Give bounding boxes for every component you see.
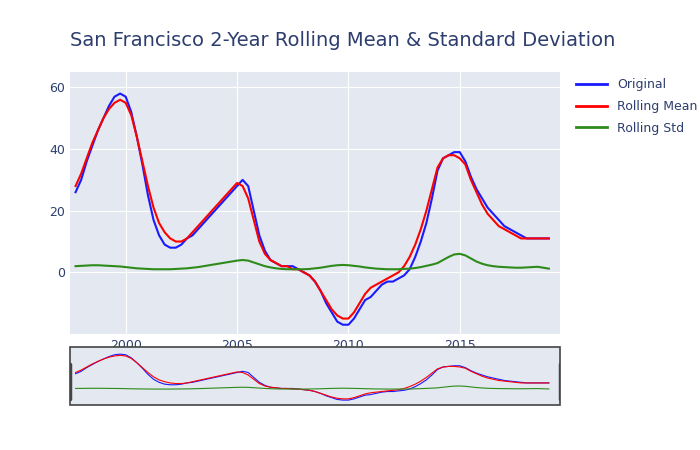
Original [545, 236, 553, 241]
Rolling Std [94, 262, 102, 268]
Rolling Std [71, 263, 80, 269]
Line: Rolling Mean: Rolling Mean [76, 100, 549, 319]
Rolling Mean [83, 156, 91, 161]
Original [444, 153, 453, 158]
Rolling Mean [71, 183, 80, 189]
Line: Rolling Std: Rolling Std [76, 254, 549, 269]
Original [116, 91, 125, 96]
Rolling Mean [116, 97, 125, 103]
Rolling Std [149, 266, 158, 272]
Text: San Francisco 2-Year Rolling Mean & Standard Deviation: San Francisco 2-Year Rolling Mean & Stan… [70, 32, 615, 50]
Original [339, 322, 347, 328]
Rolling Mean [339, 316, 347, 321]
Legend: Original, Rolling Mean, Rolling Std: Original, Rolling Mean, Rolling Std [576, 78, 698, 135]
Original [83, 159, 91, 164]
Original [94, 128, 102, 133]
Rolling Mean [545, 236, 553, 241]
Original [305, 273, 314, 278]
Line: Original: Original [76, 94, 549, 325]
Rolling Mean [305, 273, 314, 278]
Rolling Std [305, 266, 314, 272]
Original [127, 109, 136, 115]
Rolling Mean [484, 211, 492, 216]
Rolling Std [439, 257, 447, 263]
Rolling Std [545, 266, 553, 271]
Rolling Mean [94, 128, 102, 133]
Original [484, 205, 492, 210]
Rolling Std [456, 251, 464, 256]
Rolling Std [484, 262, 492, 268]
Rolling Std [122, 265, 130, 270]
Rolling Std [83, 263, 91, 268]
Rolling Mean [444, 153, 453, 158]
Rolling Mean [127, 112, 136, 118]
Original [71, 189, 80, 195]
